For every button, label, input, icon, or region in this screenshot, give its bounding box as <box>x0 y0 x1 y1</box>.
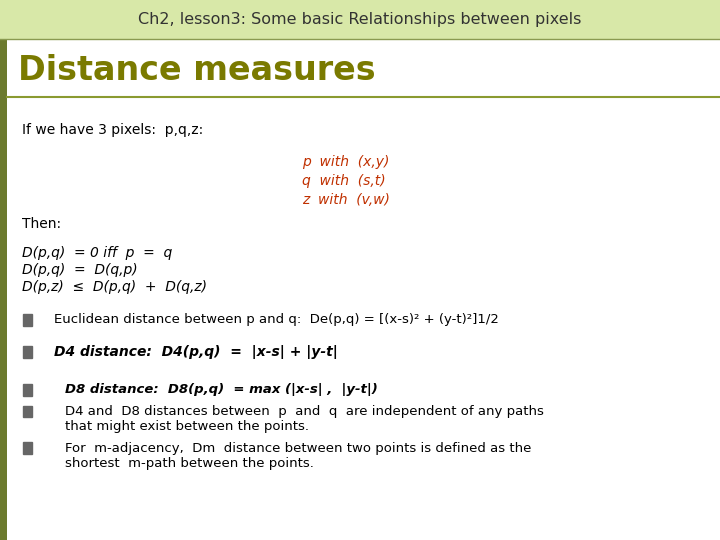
Text: D(p,q)  = 0 iff  p  =  q: D(p,q) = 0 iff p = q <box>22 246 172 260</box>
Text: D4 distance:  D4(p,q)  =  |x-s| + |y-t|: D4 distance: D4(p,q) = |x-s| + |y-t| <box>54 345 338 359</box>
Text: q  with  (s,t): q with (s,t) <box>302 174 386 188</box>
Text: that might exist between the points.: that might exist between the points. <box>65 420 309 433</box>
Text: For  m-adjacency,  Dm  distance between two points is defined as the: For m-adjacency, Dm distance between two… <box>65 442 531 455</box>
FancyBboxPatch shape <box>23 346 32 358</box>
Text: Ch2, lesson3: Some basic Relationships between pixels: Ch2, lesson3: Some basic Relationships b… <box>138 12 582 27</box>
Text: p  with  (x,y): p with (x,y) <box>302 155 390 169</box>
Text: Euclidean distance between p and q:  De(p,q) = [(x-s)² + (y-t)²]1/2: Euclidean distance between p and q: De(p… <box>54 313 499 326</box>
FancyBboxPatch shape <box>23 384 32 396</box>
FancyBboxPatch shape <box>0 39 7 540</box>
Text: D(p,q)  =  D(q,p): D(p,q) = D(q,p) <box>22 263 138 277</box>
FancyBboxPatch shape <box>23 406 32 417</box>
FancyBboxPatch shape <box>0 0 720 39</box>
Text: z  with  (v,w): z with (v,w) <box>302 193 390 207</box>
Text: Distance measures: Distance measures <box>18 53 376 87</box>
Text: D8 distance:  D8(p,q)  = max (|x-s| ,  |y-t|): D8 distance: D8(p,q) = max (|x-s| , |y-t… <box>65 383 377 396</box>
Text: D4 and  D8 distances between  p  and  q  are independent of any paths: D4 and D8 distances between p and q are … <box>65 405 544 418</box>
FancyBboxPatch shape <box>23 314 32 326</box>
Text: shortest  m-path between the points.: shortest m-path between the points. <box>65 457 314 470</box>
Text: If we have 3 pixels:  p,q,z:: If we have 3 pixels: p,q,z: <box>22 123 203 137</box>
Text: D(p,z)  ≤  D(p,q)  +  D(q,z): D(p,z) ≤ D(p,q) + D(q,z) <box>22 280 207 294</box>
Text: Then:: Then: <box>22 217 60 231</box>
FancyBboxPatch shape <box>23 442 32 454</box>
